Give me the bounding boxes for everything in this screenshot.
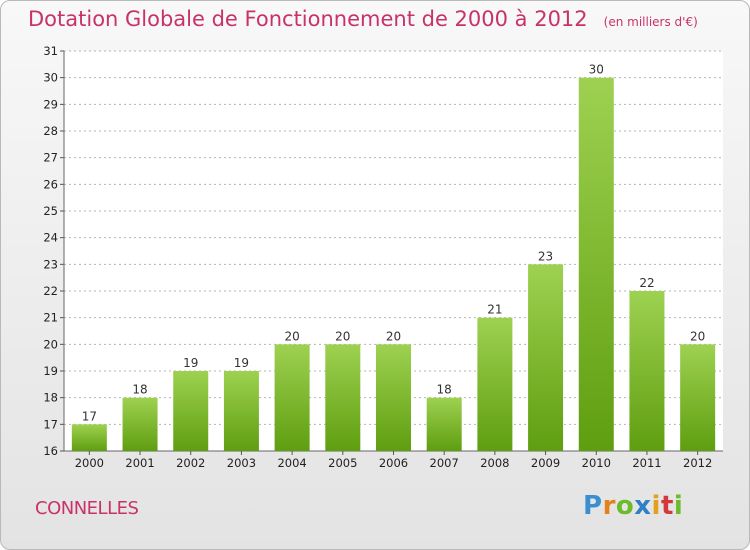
- x-tick-label: 2010: [582, 456, 611, 470]
- bar-value-label: 19: [234, 356, 249, 370]
- bar-value-label: 22: [639, 276, 654, 290]
- bar: [122, 397, 158, 451]
- x-tick-label: 2011: [632, 456, 661, 470]
- chart-unit: (en milliers d'€): [603, 15, 698, 29]
- bar-value-label: 20: [690, 329, 705, 343]
- x-tick-label: 2001: [125, 456, 154, 470]
- x-tick-label: 2005: [328, 456, 357, 470]
- x-tick-label: 2006: [379, 456, 408, 470]
- x-tick-label: 2002: [176, 456, 205, 470]
- bar-value-label: 17: [82, 409, 97, 423]
- x-tick-label: 2007: [430, 456, 459, 470]
- chart-title-text: Dotation Globale de Fonctionnement de 20…: [28, 7, 588, 31]
- y-tick-label: 25: [43, 204, 58, 218]
- bar-value-label: 18: [437, 383, 452, 397]
- bar-value-label: 20: [284, 329, 299, 343]
- bar-value-label: 19: [183, 356, 198, 370]
- y-tick-label: 31: [43, 44, 58, 58]
- x-tick-label: 2003: [227, 456, 256, 470]
- bar-value-label: 20: [335, 329, 350, 343]
- x-tick-label: 2000: [75, 456, 104, 470]
- y-tick-label: 17: [43, 417, 58, 431]
- y-tick-label: 19: [43, 364, 58, 378]
- y-tick-label: 21: [43, 311, 58, 325]
- y-tick-label: 30: [43, 71, 58, 85]
- bar: [426, 397, 462, 451]
- x-tick-label: 2009: [531, 456, 560, 470]
- bar: [71, 424, 107, 451]
- bar: [274, 344, 310, 451]
- x-tick-label: 2008: [480, 456, 509, 470]
- bar: [223, 371, 259, 451]
- bar-value-label: 23: [538, 249, 553, 263]
- y-tick-label: 28: [43, 124, 58, 138]
- bar-value-label: 20: [386, 329, 401, 343]
- bar: [680, 344, 716, 451]
- y-tick-label: 29: [43, 97, 58, 111]
- bar: [629, 291, 665, 451]
- bar-value-label: 18: [132, 383, 147, 397]
- chart-title: Dotation Globale de Fonctionnement de 20…: [28, 7, 698, 31]
- proxiti-logo: Proxiti: [583, 491, 684, 521]
- y-tick-label: 24: [43, 231, 58, 245]
- bar: [477, 317, 513, 451]
- y-tick-label: 27: [43, 151, 58, 165]
- y-tick-label: 26: [43, 177, 58, 191]
- x-tick-label: 2004: [277, 456, 306, 470]
- y-tick-label: 23: [43, 257, 58, 271]
- bar-value-label: 30: [589, 63, 604, 77]
- bar-value-label: 21: [487, 303, 502, 317]
- bar: [325, 344, 361, 451]
- y-tick-label: 20: [43, 337, 58, 351]
- bar: [578, 77, 614, 452]
- commune-name: CONNELLES: [35, 498, 139, 519]
- bar: [528, 264, 564, 451]
- y-tick-label: 18: [43, 391, 58, 405]
- y-tick-label: 22: [43, 284, 58, 298]
- x-tick-label: 2012: [683, 456, 712, 470]
- bar: [173, 371, 209, 451]
- y-tick-label: 16: [43, 444, 58, 458]
- bar: [376, 344, 411, 451]
